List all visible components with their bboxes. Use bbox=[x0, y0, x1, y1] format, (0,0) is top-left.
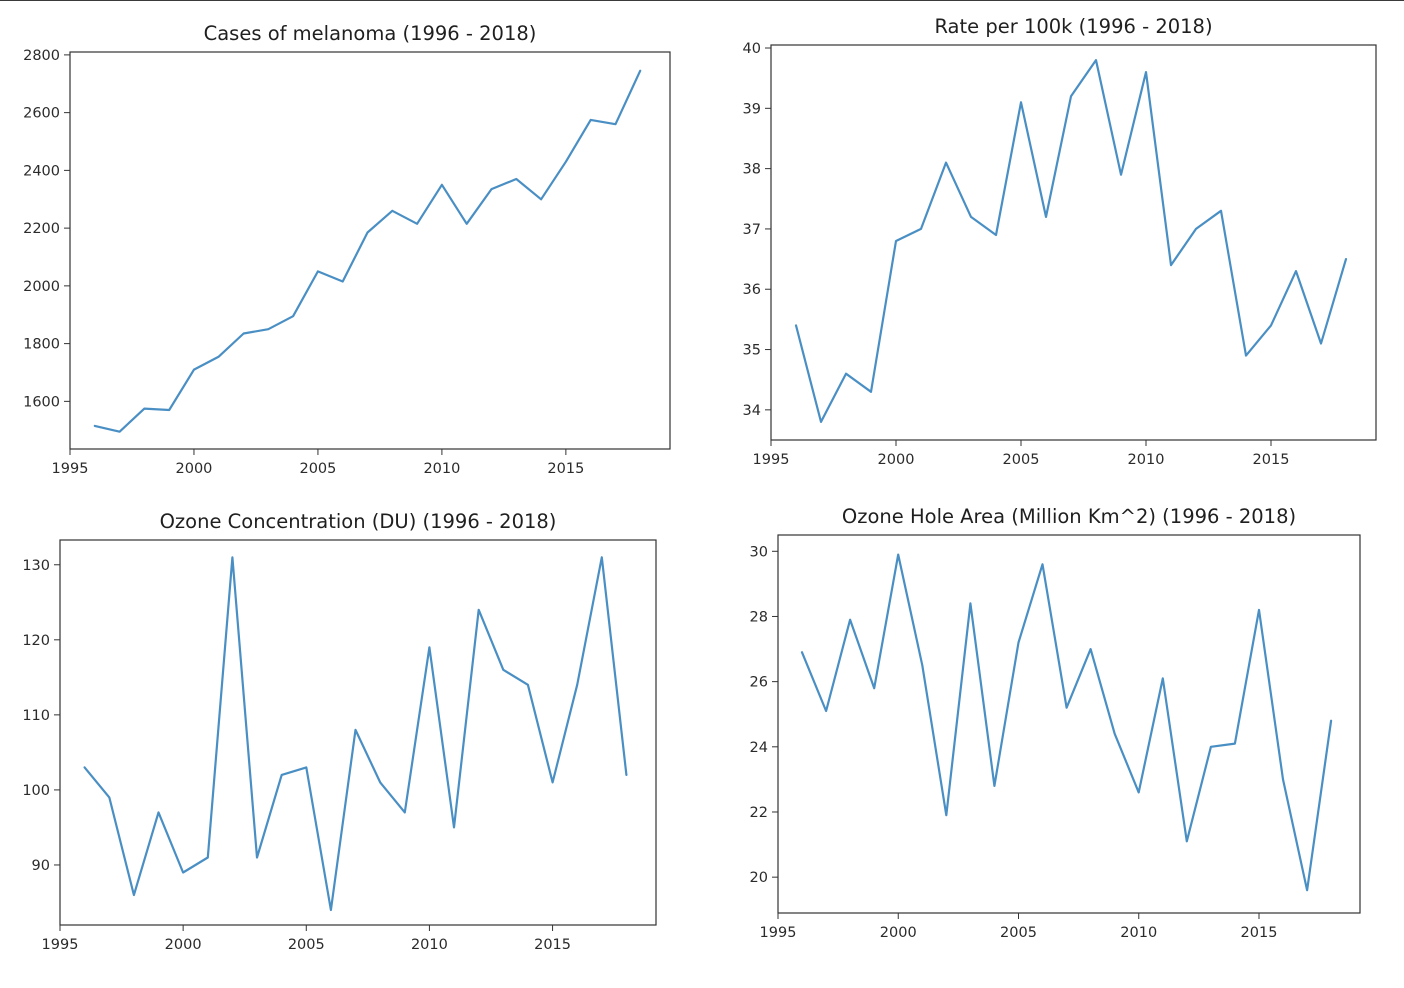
x-tick-label: 2010 bbox=[1128, 452, 1165, 468]
y-tick-label: 35 bbox=[743, 343, 761, 359]
x-tick-label: 2015 bbox=[534, 937, 571, 953]
y-tick-label: 2800 bbox=[23, 48, 60, 64]
top-rule bbox=[0, 0, 1404, 1]
chart-cases-of-melanoma: Cases of melanoma (1996 - 2018) 1995 2000 2… bbox=[23, 22, 671, 477]
y-tick-label: 39 bbox=[743, 101, 761, 117]
series-line bbox=[83, 556, 628, 912]
x-tick-label: 2015 bbox=[1241, 925, 1278, 941]
y-tick-label: 22 bbox=[750, 805, 768, 821]
x-tick-label: 2000 bbox=[165, 937, 202, 953]
y-tick-label: 2200 bbox=[23, 221, 60, 237]
plot-frame bbox=[777, 534, 1361, 914]
plot-frame bbox=[69, 51, 671, 450]
x-tick-label: 2010 bbox=[411, 937, 448, 953]
chart-title: Rate per 100k (1996 - 2018) bbox=[934, 15, 1212, 38]
y-tick-label: 30 bbox=[750, 544, 768, 560]
series-line bbox=[93, 69, 642, 433]
x-tick-label: 2005 bbox=[299, 461, 336, 477]
chart-rate-per-100k: Rate per 100k (1996 - 2018) 1995 2000 2005 2… bbox=[743, 15, 1377, 468]
y-tick-label: 26 bbox=[750, 675, 768, 691]
chart-title: Ozone Hole Area (Million Km^2) (1996 - 2… bbox=[842, 505, 1296, 528]
chart-title: Ozone Concentration (DU) (1996 - 2018) bbox=[160, 510, 557, 533]
x-tick-label: 2015 bbox=[1253, 452, 1290, 468]
y-tick-label: 34 bbox=[743, 403, 761, 419]
x-tick-label: 2010 bbox=[1120, 925, 1157, 941]
y-tick-label: 40 bbox=[743, 41, 761, 57]
x-tick-label: 2010 bbox=[423, 461, 460, 477]
y-tick-label: 1800 bbox=[23, 337, 60, 353]
y-tick-label: 110 bbox=[22, 708, 50, 724]
y-tick-label: 36 bbox=[743, 282, 761, 298]
x-tick-label: 2005 bbox=[1003, 452, 1040, 468]
chart-ozone-concentration: Ozone Concentration (DU) (1996 - 2018) 19… bbox=[22, 510, 657, 953]
y-tick-label: 90 bbox=[32, 858, 50, 874]
y-tick-label: 130 bbox=[22, 558, 50, 574]
y-tick-label: 2600 bbox=[23, 106, 60, 122]
x-tick-label: 2005 bbox=[288, 937, 325, 953]
y-tick-label: 38 bbox=[743, 162, 761, 178]
x-tick-label: 2000 bbox=[880, 925, 917, 941]
y-tick-label: 20 bbox=[750, 870, 768, 886]
y-tick-label: 28 bbox=[750, 609, 768, 625]
x-tick-label: 2000 bbox=[176, 461, 213, 477]
y-tick-label: 1600 bbox=[23, 394, 60, 410]
x-tick-label: 2015 bbox=[547, 461, 584, 477]
x-tick-label: 2005 bbox=[1000, 925, 1037, 941]
y-tick-label: 24 bbox=[750, 740, 768, 756]
series-line bbox=[794, 58, 1348, 423]
x-tick-label: 1995 bbox=[52, 461, 89, 477]
y-tick-label: 2000 bbox=[23, 279, 60, 295]
x-tick-label: 1995 bbox=[760, 925, 797, 941]
chart-ozone-hole-area: Ozone Hole Area (Million Km^2) (1996 - 2… bbox=[750, 505, 1361, 941]
x-tick-label: 2000 bbox=[878, 452, 915, 468]
y-tick-label: 120 bbox=[22, 633, 50, 649]
chart-title: Cases of melanoma (1996 - 2018) bbox=[204, 22, 537, 45]
y-tick-label: 100 bbox=[22, 783, 50, 799]
y-tick-label: 37 bbox=[743, 222, 761, 238]
x-tick-label: 1995 bbox=[42, 937, 79, 953]
x-tick-label: 1995 bbox=[753, 452, 790, 468]
y-tick-label: 2400 bbox=[23, 163, 60, 179]
plot-frame bbox=[770, 44, 1377, 441]
series-line bbox=[800, 553, 1333, 892]
plot-frame bbox=[59, 539, 657, 926]
